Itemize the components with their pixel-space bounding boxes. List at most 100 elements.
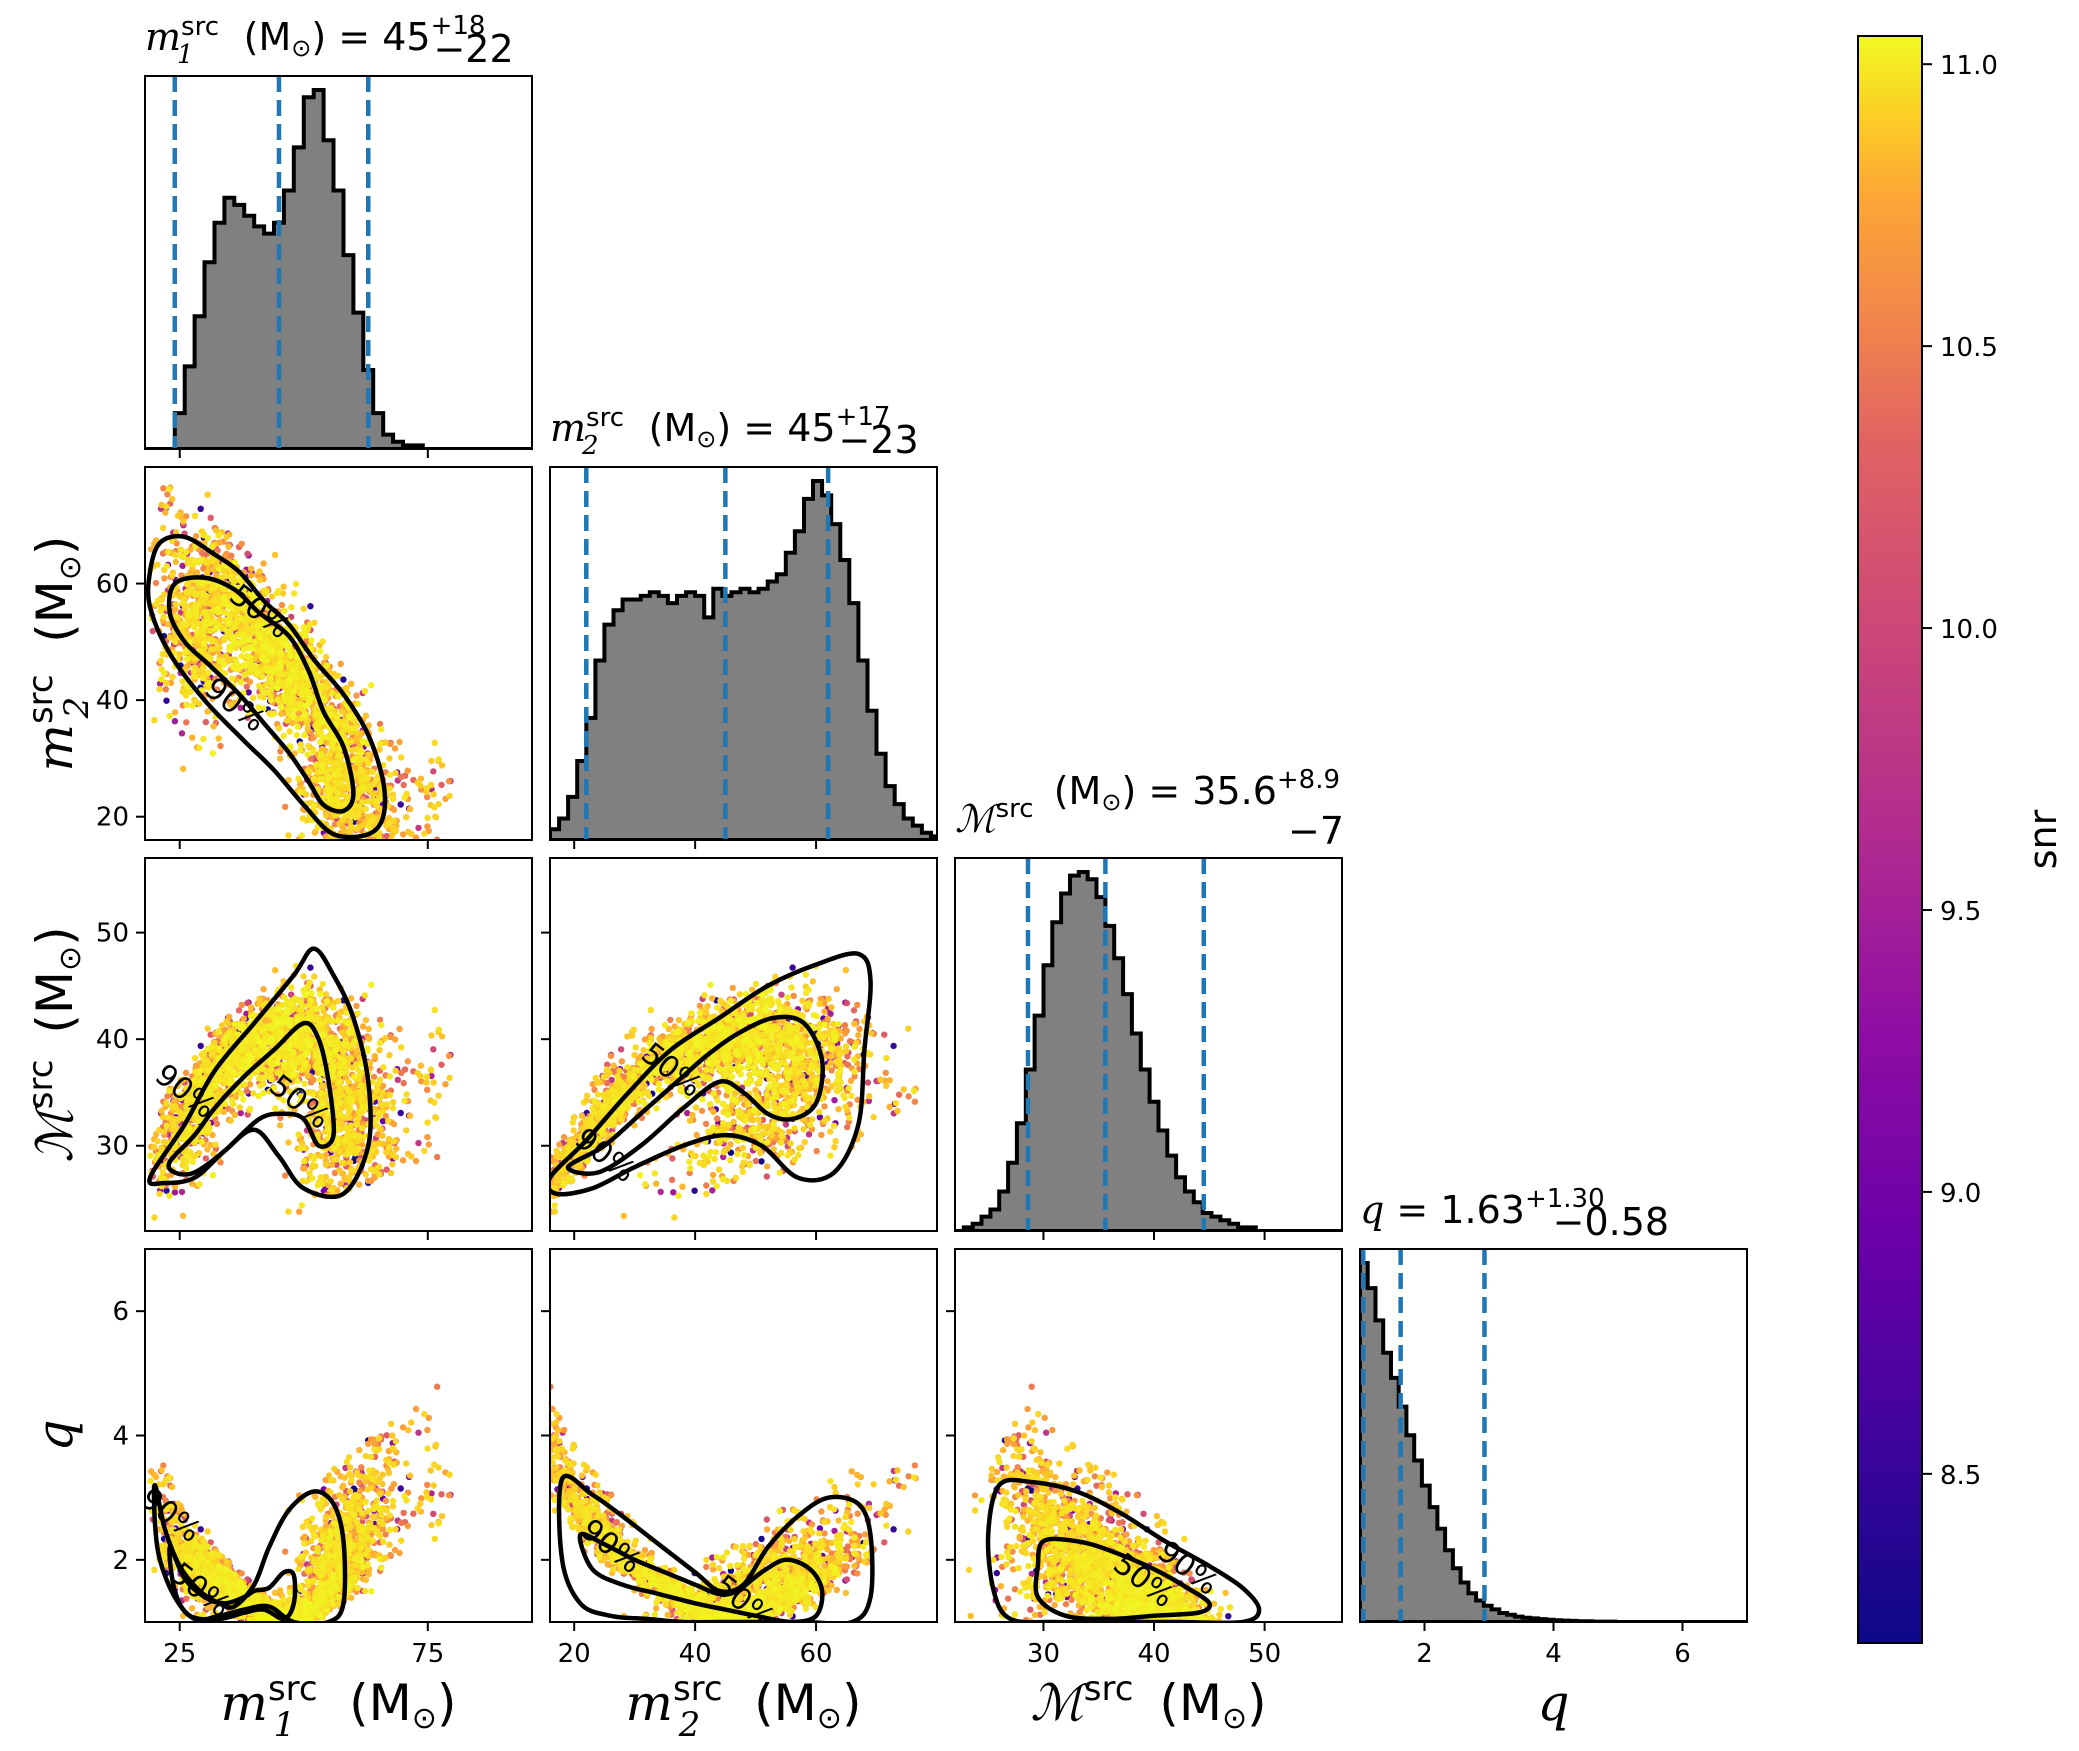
sample-point <box>247 666 255 673</box>
sample-point <box>328 1187 335 1194</box>
sample-point <box>197 1042 204 1050</box>
sample-point <box>445 778 453 785</box>
sample-point <box>262 638 269 645</box>
sample-point <box>302 632 309 639</box>
sample-point <box>207 1141 214 1149</box>
sample-point <box>298 832 305 839</box>
sample-point <box>260 705 267 712</box>
sample-point <box>357 766 365 773</box>
sample-point <box>275 725 283 732</box>
sample-point <box>285 832 292 839</box>
sample-point <box>376 794 384 801</box>
sample-point <box>227 701 234 709</box>
sample-point <box>297 746 304 754</box>
sample-point <box>191 512 199 519</box>
sample-point <box>204 614 211 621</box>
sample-point <box>342 1074 349 1081</box>
sample-point <box>228 675 235 682</box>
sample-point <box>376 1109 384 1116</box>
sample-point <box>379 1118 387 1125</box>
sample-point <box>319 1082 326 1089</box>
sample-point <box>192 673 199 680</box>
sample-point <box>186 611 193 619</box>
sample-point <box>259 673 266 680</box>
sample-point <box>329 689 336 697</box>
sample-point <box>163 563 170 570</box>
sample-point <box>375 834 383 840</box>
sample-point <box>387 1033 394 1041</box>
sample-point <box>223 609 230 617</box>
sample-point <box>162 509 169 516</box>
sample-point <box>201 591 208 598</box>
sample-point <box>351 756 358 763</box>
sample-point <box>385 1117 392 1125</box>
sample-point <box>328 1161 336 1168</box>
sample-point <box>237 679 245 686</box>
sample-point <box>212 675 219 682</box>
sample-point <box>310 803 318 810</box>
sample-point <box>386 820 393 827</box>
sample-point <box>235 1007 243 1014</box>
sample-point <box>383 1166 390 1173</box>
sample-point <box>354 812 362 819</box>
sample-point <box>333 796 340 803</box>
sample-point <box>290 666 298 674</box>
sample-point <box>376 1076 384 1084</box>
sample-point <box>183 655 191 663</box>
sample-point <box>200 531 208 538</box>
sample-point <box>246 653 253 661</box>
sample-point <box>401 794 408 801</box>
sample-point <box>237 1109 244 1117</box>
sample-point <box>247 590 254 597</box>
sample-point <box>356 1132 363 1140</box>
sample-point <box>228 690 236 697</box>
sample-point <box>249 628 256 636</box>
sample-point <box>210 597 217 604</box>
sample-point <box>378 726 385 733</box>
sample-point <box>204 1025 211 1032</box>
sample-point <box>169 495 176 503</box>
sample-point <box>346 818 354 825</box>
sample-point <box>335 997 342 1005</box>
sample-point <box>306 768 313 775</box>
sample-point <box>209 750 217 757</box>
sample-point <box>224 628 231 635</box>
sample-point <box>172 529 180 536</box>
sample-point <box>171 1189 179 1196</box>
sample-point <box>300 973 307 980</box>
sample-point <box>158 676 165 683</box>
sample-point <box>154 1137 161 1145</box>
sample-point <box>292 675 299 682</box>
sample-point <box>244 625 251 632</box>
sample-point <box>370 1073 378 1081</box>
sample-point <box>249 1039 256 1046</box>
sample-point <box>424 793 431 801</box>
sample-point <box>404 1058 411 1065</box>
sample-point <box>351 725 358 732</box>
sample-point <box>158 1107 165 1115</box>
sample-point <box>318 682 325 689</box>
sample-point <box>301 711 308 719</box>
sample-point <box>380 1064 387 1071</box>
sample-point <box>397 801 404 808</box>
sample-point <box>286 728 293 735</box>
sample-point <box>369 768 376 776</box>
sample-point <box>386 771 394 779</box>
sample-point <box>406 1112 414 1120</box>
sample-point <box>344 1150 352 1158</box>
sample-point <box>227 572 235 580</box>
sample-point <box>312 1047 319 1054</box>
sample-point <box>389 825 397 833</box>
sample-point <box>383 1101 390 1108</box>
sample-point <box>386 1052 393 1059</box>
sample-point <box>297 789 305 796</box>
sample-point <box>424 814 431 822</box>
sample-point <box>182 649 189 657</box>
sample-point <box>428 757 435 764</box>
sample-point <box>183 701 190 708</box>
sample-point <box>307 603 314 610</box>
sample-point <box>399 1157 407 1164</box>
sample-point <box>216 644 223 651</box>
sample-point <box>365 1177 372 1184</box>
sample-point <box>256 995 263 1002</box>
